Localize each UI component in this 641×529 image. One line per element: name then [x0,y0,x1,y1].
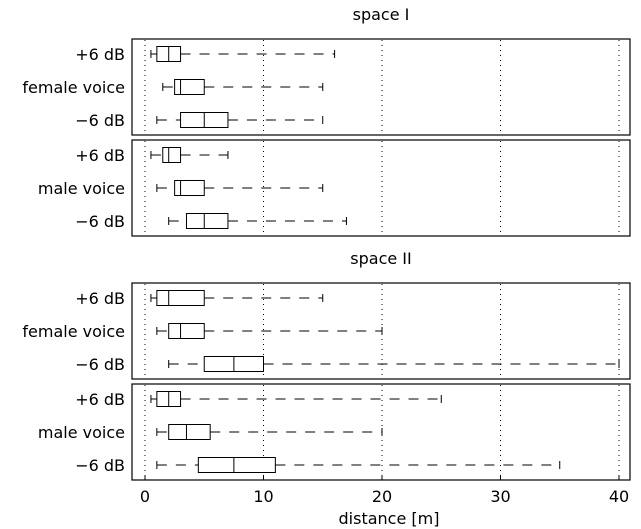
iqr-box [168,323,205,339]
panel: +6 dB male voice −6 dB [38,139,631,237]
section-2: space II +6 dB female voice −6 dB +6 dB male … [22,249,631,481]
iqr-box [174,180,205,196]
box-row: +6 dB [75,390,442,409]
box-row: male voice [38,179,324,198]
row-label: −6 dB [75,212,125,231]
row-label: female voice [22,322,125,341]
section-title: space I [353,5,410,24]
x-tick-label: 0 [140,487,150,506]
box-row: female voice [22,78,324,97]
x-tick-label: 40 [609,487,629,506]
section-1: space I +6 dB female voice −6 dB +6 dB male v… [22,5,631,237]
panel-frame [131,139,631,237]
x-axis-label: distance [m] [339,509,440,528]
row-label: −6 dB [75,111,125,130]
box-row: −6 dB [75,212,347,231]
row-label: +6 dB [75,45,125,64]
iqr-box [162,147,182,163]
panel: +6 dB male voice −6 dB [38,383,631,481]
box-row: +6 dB [75,45,336,64]
box-row: −6 dB [75,355,620,374]
row-label: +6 dB [75,390,125,409]
iqr-box [197,457,276,473]
row-label: +6 dB [75,146,125,165]
box-row: female voice [22,322,383,341]
chart-root: space I +6 dB female voice −6 dB +6 dB male v… [22,5,631,528]
iqr-box [185,213,229,229]
box-row: +6 dB [75,146,229,165]
row-label: −6 dB [75,355,125,374]
iqr-box [174,79,205,95]
row-label: male voice [38,423,125,442]
x-tick-label: 30 [490,487,510,506]
box-row: +6 dB [75,289,324,308]
panel: +6 dB female voice −6 dB [22,282,631,380]
section-title: space II [350,249,411,268]
x-tick-label: 20 [372,487,392,506]
row-label: female voice [22,78,125,97]
panel: +6 dB female voice −6 dB [22,38,631,136]
row-label: +6 dB [75,289,125,308]
panel-frame [131,282,631,380]
panel-frame [131,383,631,481]
row-label: −6 dB [75,456,125,475]
box-row: male voice [38,423,383,442]
box-row: −6 dB [75,111,324,130]
row-label: male voice [38,179,125,198]
x-tick-label: 10 [253,487,273,506]
iqr-box [156,290,205,306]
iqr-box [168,424,211,440]
panel-frame [131,38,631,136]
x-axis: 0 10 20 30 40 distance [m] [140,475,629,528]
box-row: −6 dB [75,456,561,475]
